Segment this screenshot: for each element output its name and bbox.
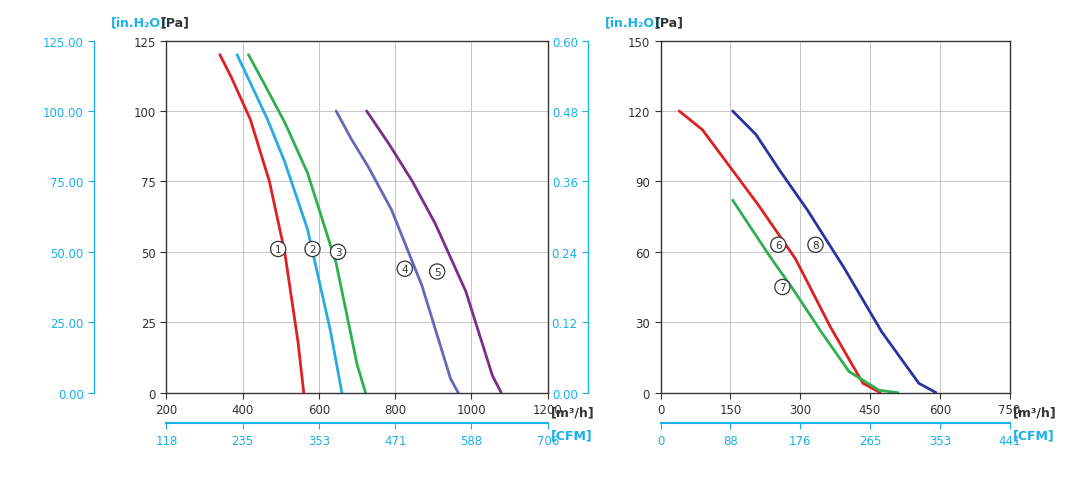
Text: 5: 5 [434, 267, 440, 277]
Text: [m³/h]: [m³/h] [551, 406, 595, 419]
Text: 6: 6 [775, 240, 782, 250]
Text: [Pa]: [Pa] [161, 16, 190, 29]
Text: [in.H₂O]: [in.H₂O] [605, 16, 661, 29]
Text: 3: 3 [335, 247, 342, 257]
Text: 1: 1 [275, 244, 281, 254]
Text: [m³/h]: [m³/h] [1013, 406, 1057, 419]
Text: [CFM]: [CFM] [551, 429, 593, 442]
Text: 2: 2 [309, 244, 316, 254]
Text: [Pa]: [Pa] [655, 16, 684, 29]
Text: [in.H₂O]: [in.H₂O] [111, 16, 166, 29]
Text: [CFM]: [CFM] [1013, 429, 1055, 442]
Text: 4: 4 [402, 264, 408, 274]
Text: 7: 7 [779, 283, 786, 292]
Text: 8: 8 [812, 240, 818, 250]
